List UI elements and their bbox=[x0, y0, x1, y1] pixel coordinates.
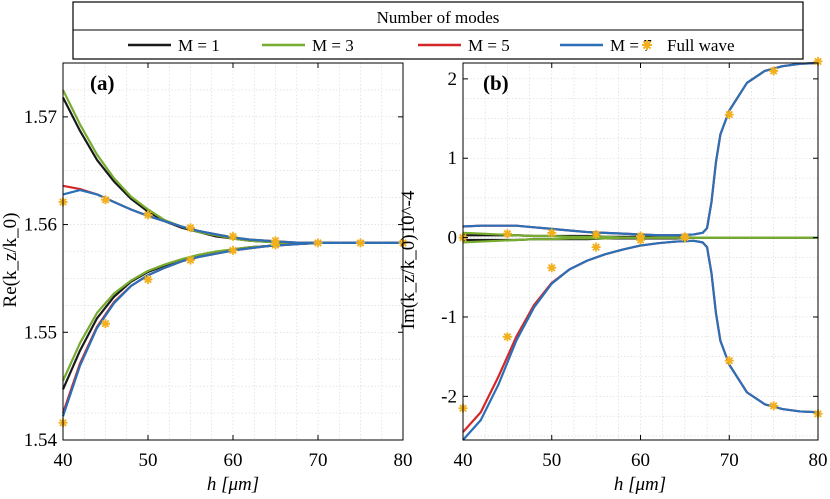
x-tick-label: 70 bbox=[309, 450, 328, 471]
full-wave-marker bbox=[635, 235, 646, 245]
legend-label-1: M = 3 bbox=[312, 36, 354, 55]
full-wave-marker bbox=[591, 242, 601, 252]
panel-b-ylabel: Im(k_z/k_0)10^-4 bbox=[398, 190, 419, 329]
full-wave-marker bbox=[185, 223, 196, 233]
full-wave-marker bbox=[228, 245, 238, 255]
full-wave-marker bbox=[143, 275, 153, 285]
full-wave-marker bbox=[502, 332, 512, 342]
x-tick-label: 40 bbox=[54, 450, 73, 471]
panel-b-ticks: 40 50 60 70 80 -2 -1 0 1 2 bbox=[441, 63, 828, 471]
full-wave-marker bbox=[502, 229, 512, 239]
x-tick-label: 70 bbox=[720, 450, 739, 471]
panel-a-ticks: 40 50 60 70 80 1.54 1.55 1.56 1.57 bbox=[24, 63, 413, 471]
full-wave-marker bbox=[228, 231, 238, 241]
y-tick-label: -2 bbox=[441, 386, 457, 407]
full-wave-marker bbox=[100, 319, 111, 329]
legend-label-3: M = 7 bbox=[610, 36, 652, 55]
full-wave-marker bbox=[270, 240, 281, 250]
legend-entries: M = 1 M = 3 M = 5 M = 7 Full wave bbox=[128, 36, 735, 55]
series-line-M=7-upper bbox=[462, 61, 819, 237]
y-tick-label: 0 bbox=[448, 228, 458, 249]
legend: Number of modes M = 1 M = 3 M = 5 M = 7 Full… bbox=[72, 1, 804, 60]
panel-b-grid bbox=[462, 63, 819, 440]
x-tick-label: 50 bbox=[139, 450, 158, 471]
panel-b-series bbox=[462, 61, 819, 441]
y-tick-label: -1 bbox=[441, 307, 457, 328]
x-tick-label: 80 bbox=[394, 450, 413, 471]
panel-a-ylabel: Re(k_z/k_0) bbox=[0, 213, 21, 308]
full-wave-marker bbox=[100, 195, 111, 205]
full-wave-marker bbox=[547, 228, 557, 238]
x-tick-label: 60 bbox=[224, 450, 243, 471]
legend-label-4: Full wave bbox=[667, 36, 735, 55]
x-tick-label: 50 bbox=[542, 450, 561, 471]
x-tick-label: 60 bbox=[631, 450, 650, 471]
panel-a-markers bbox=[58, 195, 408, 428]
panel-a-xlabel: h [μm] bbox=[207, 474, 259, 495]
full-wave-marker bbox=[724, 356, 734, 366]
full-wave-marker bbox=[313, 238, 323, 248]
full-wave-marker bbox=[591, 229, 601, 239]
x-tick-label: 40 bbox=[454, 450, 473, 471]
full-wave-marker bbox=[143, 210, 153, 220]
legend-label-0: M = 1 bbox=[178, 36, 220, 55]
x-tick-label: 80 bbox=[809, 450, 828, 471]
y-tick-label: 1.56 bbox=[24, 215, 57, 236]
legend-swatch-4 bbox=[642, 40, 652, 50]
y-tick-label: 1.57 bbox=[24, 107, 57, 128]
panel-b-label: (b) bbox=[483, 71, 509, 95]
full-wave-marker bbox=[355, 238, 366, 248]
y-tick-label: 1.55 bbox=[24, 322, 57, 343]
full-wave-marker bbox=[769, 401, 779, 411]
panel-b: 40 50 60 70 80 -2 -1 0 1 2 (b) h [μm] Im(k_z/k_0)… bbox=[398, 56, 828, 495]
series-line-M=5-lower bbox=[61, 241, 403, 414]
y-tick-label: 2 bbox=[448, 69, 458, 90]
series-line-M=3-lower bbox=[462, 236, 818, 244]
legend-label-2: M = 5 bbox=[468, 36, 510, 55]
full-wave-marker bbox=[185, 255, 196, 265]
panel-a-label: (a) bbox=[90, 71, 115, 95]
y-tick-label: 1 bbox=[448, 148, 458, 169]
panel-b-xlabel: h [μm] bbox=[614, 474, 666, 495]
series-line-M=7-lower bbox=[462, 239, 819, 441]
full-wave-marker bbox=[724, 110, 734, 120]
full-wave-marker bbox=[769, 66, 779, 76]
full-wave-marker bbox=[547, 263, 557, 273]
panel-a: 40 50 60 70 80 1.54 1.55 1.56 1.57 (a) h [μm] Re… bbox=[0, 62, 413, 495]
y-tick-label: 1.54 bbox=[24, 430, 58, 451]
legend-title: Number of modes bbox=[377, 8, 500, 27]
full-wave-marker bbox=[680, 233, 690, 243]
